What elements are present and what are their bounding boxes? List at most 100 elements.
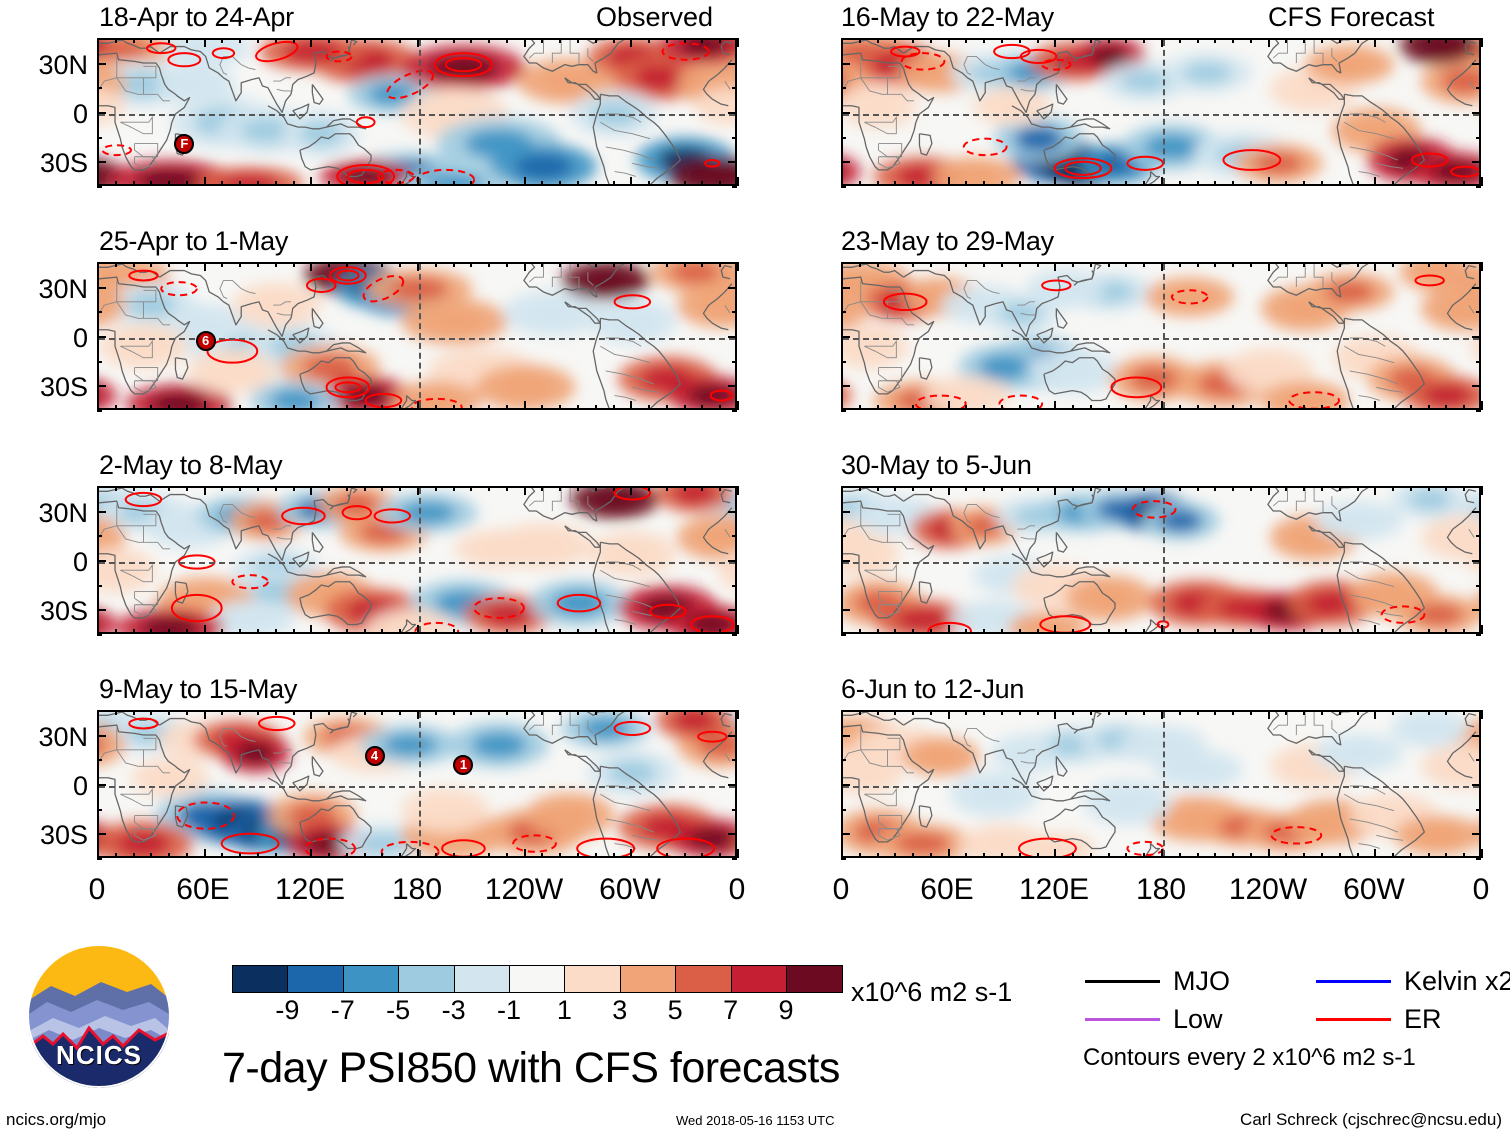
x-tick [1054,401,1057,410]
x-tick [1054,262,1057,271]
x-tick [876,629,879,634]
y-tick [97,808,102,811]
xlabel-left-60w: 60W [599,873,661,906]
x-tick [239,629,242,634]
legend-label-er: ER [1404,1004,1442,1034]
x-tick [541,38,544,43]
x-tick [1072,181,1075,186]
x-tick [1427,38,1430,43]
x-tick [665,38,668,43]
y-tick [1476,486,1481,488]
x-tick [381,629,384,634]
x-tick [1001,629,1003,634]
x-tick [541,710,544,715]
map-panel-2[interactable] [97,262,737,410]
map-panel-5[interactable] [841,38,1481,186]
x-tick [665,405,668,410]
x-tick [719,629,722,634]
x-tick [1018,710,1021,715]
x-tick [876,262,879,267]
x-tick [648,38,651,43]
y-tick [1476,584,1481,587]
x-tick [947,262,950,271]
x-tick [947,401,950,410]
x-tick [1178,853,1181,858]
x-tick [239,181,242,186]
x-tick [1409,710,1412,715]
map-panel-8[interactable] [841,710,1481,858]
y-tick [1476,38,1481,40]
x-tick [417,401,419,410]
x-tick [523,486,526,495]
x-tick [1481,486,1483,495]
y-tick [1472,560,1481,562]
x-tick [185,629,188,634]
x-tick [965,262,968,267]
y-tick [728,609,737,612]
y-tick [97,710,102,712]
x-tick [434,262,437,267]
colorbar-swatch-8 [676,966,732,992]
ylabel-30s-row2: 30S [39,372,88,402]
x-tick [683,38,686,43]
xlabel-right-60w: 60W [1343,873,1405,906]
x-tick [310,849,313,858]
x-tick [1161,177,1163,186]
x-tick [1001,262,1003,267]
x-tick [1427,405,1430,410]
map-panel-4[interactable] [97,710,737,858]
map-panel-6[interactable] [841,262,1481,410]
legend-swatch-low [1085,1018,1160,1021]
x-tick [1018,629,1021,634]
y-tick [97,112,106,114]
x-tick [1356,262,1359,267]
x-tick [1036,181,1039,186]
footer-site-link[interactable]: ncics.org/mjo [6,1110,107,1129]
x-tick [665,262,668,267]
x-tick [1072,262,1075,267]
x-tick [1463,405,1466,410]
x-tick [505,486,508,491]
ncics-logo-text: NCICS [56,1040,142,1070]
map-panel-3[interactable] [97,486,737,634]
x-tick [168,629,171,634]
x-tick [1356,486,1359,491]
x-tick [257,181,259,186]
x-tick [274,853,277,858]
x-tick [894,486,897,491]
x-tick [1427,629,1430,634]
colorbar-swatch-2 [343,966,400,992]
tropical-cyclone-marker: 4 [364,746,385,767]
x-tick [221,262,224,267]
x-tick [1036,405,1039,410]
x-tick [648,710,651,715]
x-tick [1143,853,1146,858]
x-tick [1196,405,1199,410]
y-tick [1472,385,1481,388]
x-tick [701,38,704,43]
map-panel-7[interactable] [841,486,1481,634]
x-tick [929,38,932,43]
x-tick [1196,262,1199,267]
map-panel-1[interactable] [97,38,737,186]
x-tick [488,853,491,858]
x-tick [1125,38,1128,43]
main-title: 7-day PSI850 with CFS forecasts [222,1044,840,1092]
x-tick [648,262,651,267]
x-tick [1338,710,1341,715]
x-tick [1089,262,1092,267]
colorbar-swatch-0 [233,966,289,992]
x-tick [737,710,739,719]
x-tick [701,853,704,858]
x-tick [594,710,597,715]
y-tick [841,833,850,836]
x-tick [1001,710,1003,715]
y-tick [841,784,850,786]
x-tick [858,486,861,491]
x-tick [328,629,331,634]
y-tick [728,734,737,737]
colorbar-tick-3: 3 [612,995,628,1025]
x-tick [1356,38,1359,43]
x-tick [1001,486,1003,491]
x-tick [577,629,579,634]
